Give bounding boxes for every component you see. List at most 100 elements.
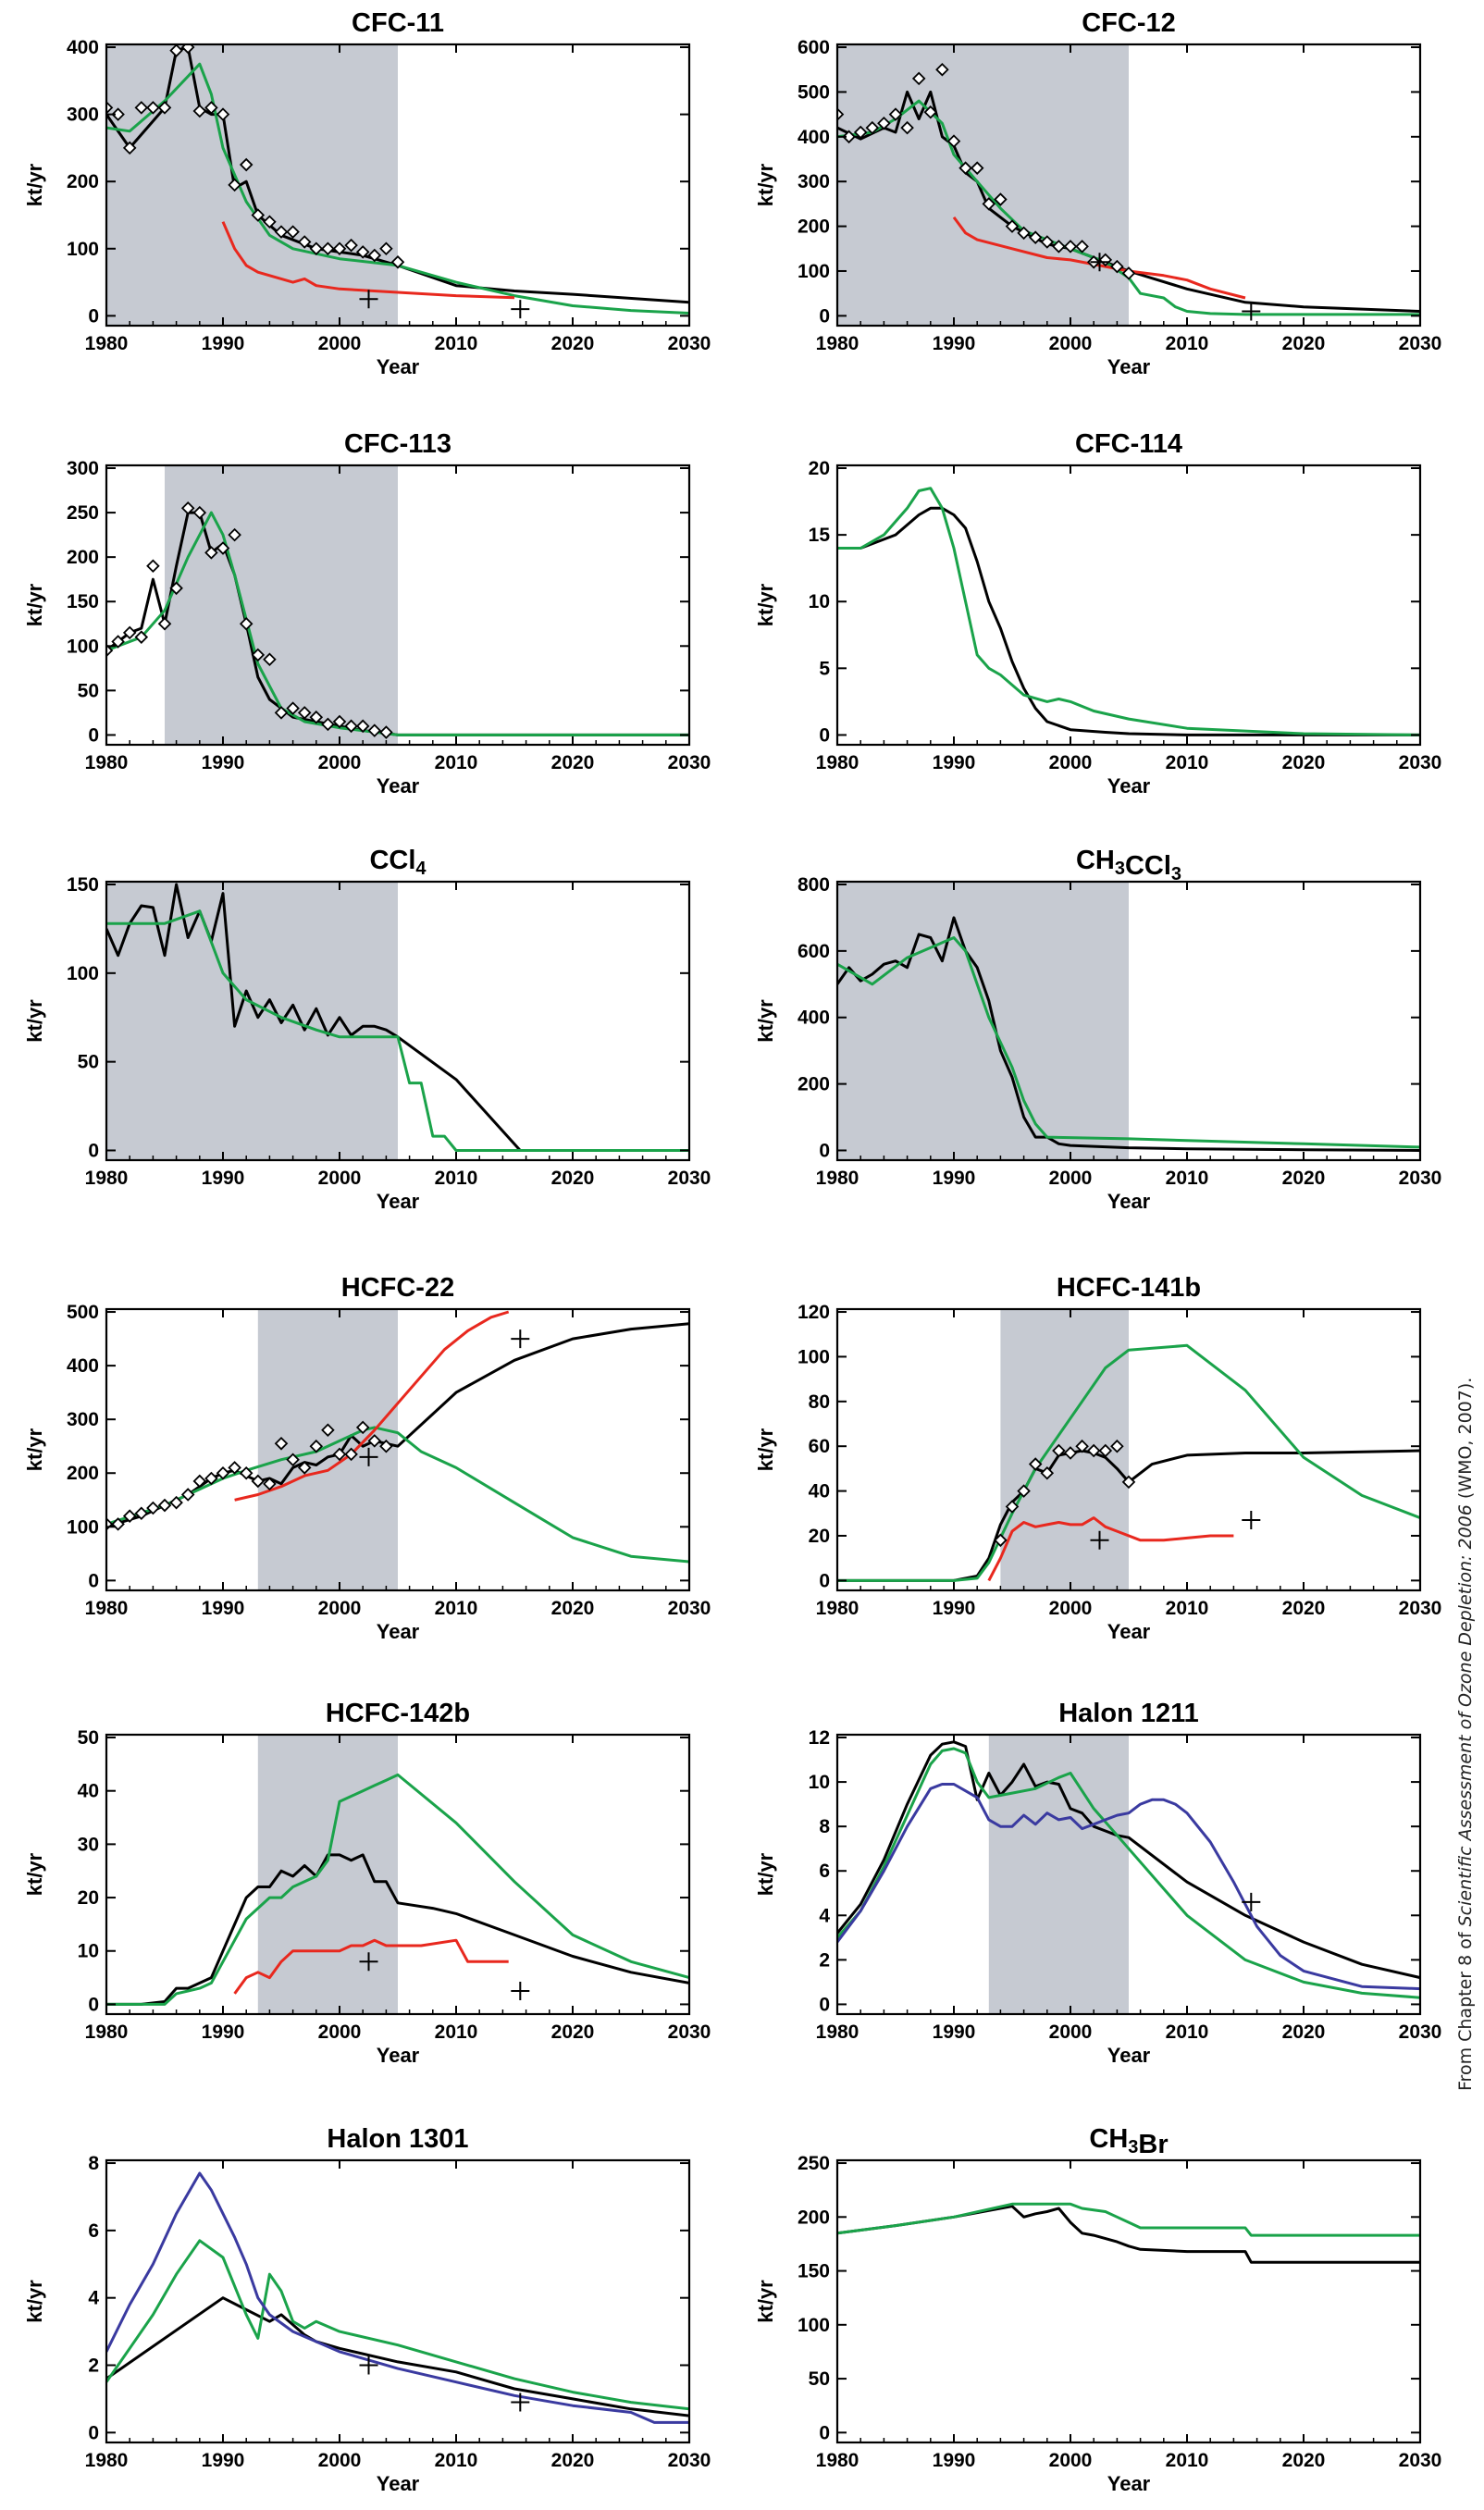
y-tick-label: 20 — [78, 1887, 99, 1909]
chart-title: HCFC-142b — [326, 1699, 470, 1728]
x-tick-label: 1980 — [85, 2450, 129, 2471]
shaded-period — [258, 1309, 398, 1590]
y-tick-label: 300 — [67, 105, 99, 126]
y-tick-label: 2 — [819, 1949, 830, 1971]
chart-panel: 1980199020002010202020300100200300400500… — [23, 1273, 711, 1643]
chart-title: CFC-113 — [344, 429, 451, 459]
y-tick-label: 400 — [798, 127, 830, 148]
x-tick-label: 1990 — [933, 1168, 976, 1189]
y-tick-label: 200 — [798, 1074, 830, 1095]
x-tick-label: 1980 — [816, 2450, 859, 2471]
x-tick-label: 2010 — [1166, 1598, 1209, 1619]
cross-marker — [511, 300, 529, 318]
title-subscript: 3 — [1171, 864, 1181, 884]
y-tick-label: 250 — [67, 502, 99, 524]
chart-title: CCl4 — [369, 846, 427, 879]
y-tick-label: 10 — [809, 591, 830, 612]
y-tick-label: 600 — [798, 941, 830, 962]
y-tick-label: 80 — [809, 1391, 830, 1413]
x-tick-label: 1990 — [933, 752, 976, 773]
x-tick-label: 1980 — [85, 752, 129, 773]
x-tick-label: 2010 — [435, 2450, 478, 2471]
x-tick-label: 2000 — [318, 333, 362, 354]
y-tick-label: 120 — [798, 1302, 830, 1323]
y-tick-label: 0 — [88, 1570, 99, 1591]
x-tick-label: 2000 — [318, 2022, 362, 2043]
y-tick-label: 0 — [88, 1140, 99, 1161]
chart-title: CFC-11 — [352, 8, 444, 38]
y-tick-label: 50 — [78, 1052, 99, 1073]
y-tick-label: 30 — [78, 1834, 99, 1855]
plot-area — [106, 2173, 689, 2422]
y-tick-label: 100 — [67, 963, 99, 984]
chart-panel: 19801990200020102020203005101520Yearkt/y… — [754, 429, 1441, 798]
x-tick-label: 2000 — [318, 752, 362, 773]
chart-panel: 19801990200020102020203001020304050Yeark… — [23, 1699, 711, 2067]
y-tick-label: 500 — [67, 1302, 99, 1323]
y-tick-label: 100 — [67, 636, 99, 657]
x-tick-label: 1990 — [202, 2450, 245, 2471]
y-tick-label: 2 — [88, 2355, 99, 2377]
y-tick-label: 6 — [88, 2220, 99, 2242]
chart-panel: 198019902000201020202030020406080100120Y… — [754, 1273, 1441, 1643]
y-axis-label: kt/yr — [23, 999, 46, 1043]
y-tick-label: 200 — [798, 2207, 830, 2228]
y-tick-label: 0 — [819, 305, 830, 327]
x-tick-label: 2010 — [1166, 1168, 1209, 1189]
x-tick-label: 2030 — [668, 2450, 711, 2471]
x-tick-label: 2010 — [435, 752, 478, 773]
x-tick-label: 2030 — [668, 752, 711, 773]
y-axis-label: kt/yr — [23, 163, 46, 206]
cross-marker — [1242, 303, 1260, 321]
x-tick-label: 2030 — [1399, 2450, 1442, 2471]
x-tick-label: 2020 — [551, 2450, 595, 2471]
x-tick-label: 2030 — [1399, 1598, 1442, 1619]
y-axis-label: kt/yr — [23, 583, 46, 626]
y-axis-label: kt/yr — [754, 583, 777, 626]
title-part: Br — [1138, 2130, 1168, 2159]
y-tick-label: 50 — [809, 2368, 830, 2390]
y-tick-label: 12 — [809, 1727, 830, 1749]
observation-point — [159, 1500, 170, 1511]
y-tick-label: 60 — [809, 1436, 830, 1457]
x-tick-label: 2020 — [551, 752, 595, 773]
title-part: CH — [1076, 846, 1115, 875]
y-tick-label: 6 — [819, 1861, 830, 1882]
x-tick-label: 2030 — [668, 333, 711, 354]
chart-panel: 1980199020002010202020300100200300400Yea… — [23, 8, 711, 378]
x-tick-label: 1980 — [85, 333, 129, 354]
x-axis-label: Year — [377, 774, 420, 798]
x-axis-label: Year — [1107, 2472, 1151, 2495]
chart-panel: 1980199020002010202020300200400600800Yea… — [754, 846, 1441, 1213]
shaded-period — [106, 44, 398, 326]
x-tick-label: 2000 — [1049, 1598, 1093, 1619]
y-tick-label: 600 — [798, 37, 830, 58]
x-tick-label: 2030 — [1399, 752, 1442, 773]
y-tick-label: 100 — [798, 2315, 830, 2336]
chart-panel: 198019902000201020202030050100150Yearkt/… — [23, 846, 711, 1213]
y-tick-label: 200 — [67, 547, 99, 568]
y-axis-label: kt/yr — [754, 2280, 777, 2323]
chart-title: HCFC-22 — [341, 1273, 454, 1303]
series-line-green — [837, 2204, 1420, 2235]
credit-title: Scientific Assessment of Ozone Depletion… — [1455, 1504, 1476, 1926]
credit-prefix: From Chapter 8 of — [1455, 1926, 1476, 2091]
y-tick-label: 150 — [798, 2261, 830, 2282]
y-tick-label: 300 — [798, 171, 830, 192]
chart-panel: 1980199020002010202020300501001502002503… — [23, 429, 711, 798]
series-line-green — [106, 2241, 689, 2409]
y-tick-label: 0 — [819, 1140, 830, 1161]
chart-title: CFC-12 — [1082, 8, 1176, 38]
y-tick-label: 0 — [819, 2422, 830, 2443]
title-subscript: 4 — [415, 859, 427, 879]
x-axis-label: Year — [377, 1620, 420, 1643]
plot-frame — [837, 465, 1420, 745]
y-tick-label: 4 — [819, 1905, 830, 1926]
x-tick-label: 2020 — [1282, 2450, 1326, 2471]
x-axis-label: Year — [1107, 1620, 1151, 1643]
x-tick-label: 2010 — [1166, 2450, 1209, 2471]
y-tick-label: 4 — [88, 2288, 99, 2309]
x-tick-label: 1990 — [933, 2022, 976, 2043]
x-tick-label: 1990 — [202, 1598, 245, 1619]
x-tick-label: 2000 — [1049, 1168, 1093, 1189]
